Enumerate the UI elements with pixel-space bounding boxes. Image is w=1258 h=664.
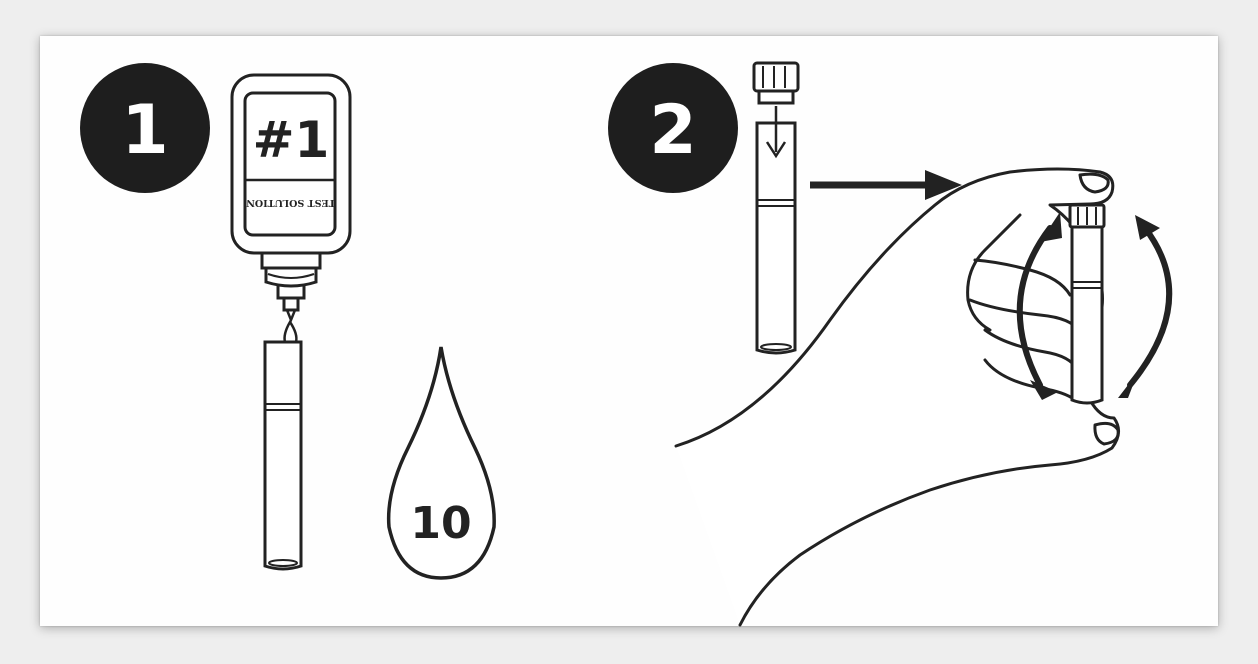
test-tube-icon [263,340,303,571]
down-arrow-icon [765,106,787,159]
bottle-label-text: TEST SOLUTION [246,197,336,208]
step-2-number: 2 [649,91,696,170]
step-1-badge: 1 [80,63,210,193]
rotate-arrows-icon [1016,225,1173,388]
right-arrow-icon [810,170,962,200]
test-tube-icon [755,121,797,355]
drop-count-icon [386,346,496,580]
step-1-number: 1 [121,91,168,170]
arrowheads [1030,212,1160,400]
step-2-badge: 2 [608,63,738,193]
drop-count: 10 [410,498,471,549]
dropper-bottle-icon [230,73,352,324]
tube-cap-icon [752,61,800,105]
test-tube-icon [1068,203,1106,405]
bottle-label-number: #1 [253,111,330,169]
